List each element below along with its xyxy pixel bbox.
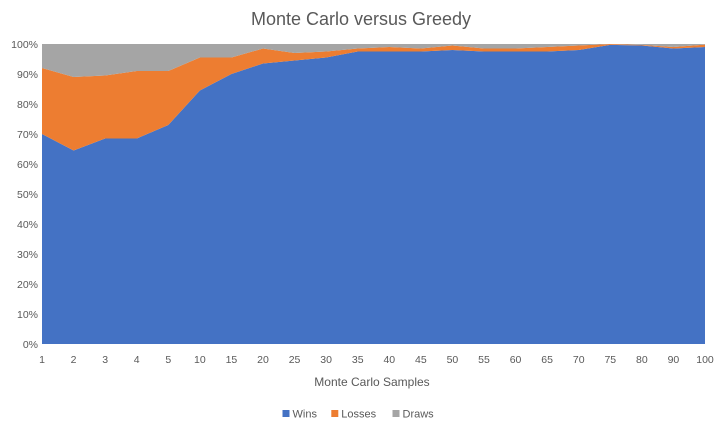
y-axis: 0% 10% 20% 30% 40% 50% 60% 70% 80% 90% 100% [11, 39, 38, 351]
x-axis: 1 2 3 4 5 10 15 20 25 30 35 40 45 50 55 60 65 70 75 80 90 100 [39, 354, 714, 366]
legend-swatch-wins [282, 410, 290, 417]
y-tick-label: 20% [17, 279, 38, 291]
legend-label-draws: Draws [403, 409, 435, 421]
x-tick-label: 80 [636, 354, 648, 366]
x-tick-label: 20 [257, 354, 269, 366]
plot-areas [42, 44, 705, 345]
x-tick-label: 10 [194, 354, 206, 366]
x-tick-label: 40 [383, 354, 395, 366]
x-tick-label: 2 [71, 354, 77, 366]
y-tick-label: 0% [23, 339, 38, 351]
x-tick-label: 15 [226, 354, 238, 366]
x-tick-label: 55 [478, 354, 490, 366]
y-tick-label: 50% [17, 189, 38, 201]
x-tick-label: 30 [320, 354, 332, 366]
y-tick-label: 100% [11, 39, 38, 51]
legend: Wins Losses Draws [282, 409, 435, 421]
x-tick-label: 90 [668, 354, 680, 366]
area-series-losses [42, 44, 705, 151]
x-tick-label: 65 [541, 354, 553, 366]
x-tick-label: 3 [102, 354, 108, 366]
legend-label-wins: Wins [293, 409, 318, 421]
x-tick-label: 60 [510, 354, 522, 366]
y-tick-label: 60% [17, 159, 38, 171]
x-tick-label: 50 [447, 354, 459, 366]
x-tick-label: 4 [134, 354, 140, 366]
x-tick-label: 75 [604, 354, 616, 366]
y-tick-label: 10% [17, 309, 38, 321]
x-tick-label: 70 [573, 354, 585, 366]
chart-title: Monte Carlo versus Greedy [251, 9, 471, 29]
y-tick-label: 90% [17, 69, 38, 81]
y-tick-label: 30% [17, 249, 38, 261]
y-tick-label: 40% [17, 219, 38, 231]
legend-swatch-draws [392, 410, 400, 417]
x-tick-label: 25 [289, 354, 301, 366]
x-tick-label: 100 [696, 354, 714, 366]
area-series-draws [42, 44, 705, 77]
area-series-wins [42, 44, 705, 345]
legend-swatch-losses [331, 410, 339, 417]
y-tick-label: 80% [17, 99, 38, 111]
x-tick-label: 35 [352, 354, 364, 366]
x-tick-label: 45 [415, 354, 427, 366]
legend-label-losses: Losses [341, 409, 376, 421]
x-tick-label: 1 [39, 354, 45, 366]
x-tick-label: 5 [165, 354, 171, 366]
x-axis-title: Monte Carlo Samples [314, 375, 429, 389]
y-tick-label: 70% [17, 129, 38, 141]
